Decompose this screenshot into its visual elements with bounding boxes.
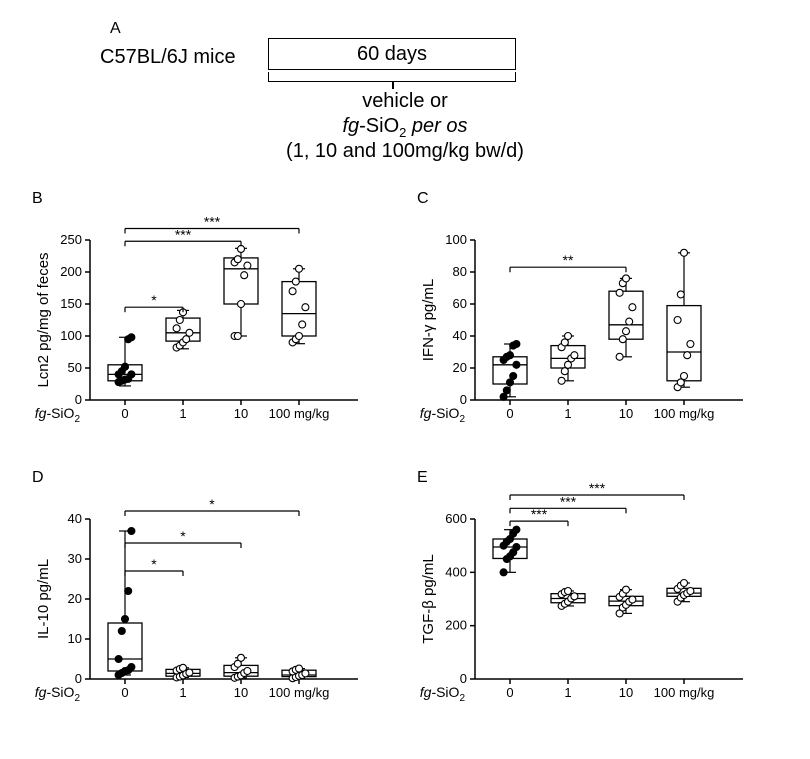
svg-text:10: 10 <box>234 406 248 421</box>
svg-text:*: * <box>180 528 186 544</box>
svg-text:600: 600 <box>445 511 467 526</box>
panel-a-label: A <box>110 20 121 38</box>
svg-text:100: 100 <box>445 232 467 247</box>
svg-text:100 mg/kg: 100 mg/kg <box>654 685 715 700</box>
svg-text:80: 80 <box>453 264 467 279</box>
svg-text:*: * <box>151 292 157 308</box>
svg-text:**: ** <box>563 252 574 268</box>
svg-text:10: 10 <box>619 406 633 421</box>
svg-text:fg-SiO2: fg-SiO2 <box>35 405 81 425</box>
svg-text:Lcn2 pg/mg of feces: Lcn2 pg/mg of feces <box>35 252 52 387</box>
chart-c-svg: 0 20 40 60 80 100 0 1 10 100 mg/kg fg-SiO2 ** IFN-γ … <box>415 190 780 455</box>
panel-a: A C57BL/6J mice 60 days vehicle or fg-Si… <box>30 20 780 140</box>
svg-text:0: 0 <box>121 406 128 421</box>
svg-text:1: 1 <box>179 685 186 700</box>
duration-box: 60 days <box>268 38 516 70</box>
svg-text:250: 250 <box>60 232 82 247</box>
svg-text:10: 10 <box>234 685 248 700</box>
svg-text:30: 30 <box>68 551 82 566</box>
chart-e: E 02004006000110100 mg/kgfg-SiO2********… <box>415 469 780 734</box>
svg-text:100 mg/kg: 100 mg/kg <box>654 406 715 421</box>
chart-c: C 0 20 40 60 80 100 0 1 10 100 mg/kg fg-SiO2 ** IFN-… <box>415 190 780 455</box>
svg-text:60: 60 <box>453 296 467 311</box>
svg-text:*: * <box>151 556 157 572</box>
svg-text:1: 1 <box>564 685 571 700</box>
svg-text:400: 400 <box>445 564 467 579</box>
chart-d: D 0 10 20 30 40 0 1 10 100 mg/kg fg-SiO2 * * * IL-10 … <box>30 469 395 734</box>
svg-text:fg-SiO2: fg-SiO2 <box>420 405 466 425</box>
svg-text:200: 200 <box>445 618 467 633</box>
bracket <box>268 72 516 82</box>
svg-text:0: 0 <box>460 392 467 407</box>
svg-text:fg-SiO2: fg-SiO2 <box>420 684 466 704</box>
svg-text:*: * <box>209 496 215 512</box>
svg-text:10: 10 <box>619 685 633 700</box>
treatment-line-3: (1, 10 and 100mg/kg bw/d) <box>30 140 780 163</box>
treatment-line-2: fg-SiO2 per os <box>30 115 780 140</box>
svg-text:100 mg/kg: 100 mg/kg <box>269 406 330 421</box>
svg-text:20: 20 <box>453 360 467 375</box>
svg-text:0: 0 <box>121 685 128 700</box>
svg-text:40: 40 <box>453 328 467 343</box>
svg-text:100 mg/kg: 100 mg/kg <box>269 685 330 700</box>
chart-b: B 0501001502002500110100 mg/kgfg-SiO2***… <box>30 190 395 455</box>
chart-b-svg: 0501001502002500110100 mg/kgfg-SiO2*****… <box>30 190 395 455</box>
svg-text:0: 0 <box>75 392 82 407</box>
svg-text:200: 200 <box>60 264 82 279</box>
svg-text:10: 10 <box>68 631 82 646</box>
panel-c-label: C <box>417 190 429 208</box>
svg-text:TGF-β pg/mL: TGF-β pg/mL <box>420 554 437 643</box>
svg-text:***: *** <box>589 480 606 496</box>
charts-grid: B 0501001502002500110100 mg/kgfg-SiO2***… <box>30 190 780 734</box>
panel-d-label: D <box>32 469 44 487</box>
panel-e-label: E <box>417 469 428 487</box>
svg-text:0: 0 <box>506 406 513 421</box>
svg-text:40: 40 <box>68 511 82 526</box>
mice-strain-label: C57BL/6J mice <box>100 46 236 69</box>
treatment-line-1: vehicle or <box>30 90 780 113</box>
svg-text:100: 100 <box>60 328 82 343</box>
svg-text:1: 1 <box>179 406 186 421</box>
svg-text:0: 0 <box>506 685 513 700</box>
svg-text:IL-10 pg/mL: IL-10 pg/mL <box>35 559 52 639</box>
chart-e-svg: 02004006000110100 mg/kgfg-SiO2*********T… <box>415 469 780 734</box>
svg-text:0: 0 <box>460 671 467 686</box>
svg-text:1: 1 <box>564 406 571 421</box>
chart-d-svg: 0 10 20 30 40 0 1 10 100 mg/kg fg-SiO2 * * * IL-10 pg… <box>30 469 395 734</box>
svg-text:20: 20 <box>68 591 82 606</box>
svg-text:0: 0 <box>75 671 82 686</box>
panel-b-label: B <box>32 190 43 208</box>
svg-text:fg-SiO2: fg-SiO2 <box>35 684 81 704</box>
svg-text:150: 150 <box>60 296 82 311</box>
svg-text:***: *** <box>204 213 221 229</box>
svg-text:***: *** <box>560 493 577 509</box>
svg-text:IFN-γ pg/mL: IFN-γ pg/mL <box>420 279 437 362</box>
svg-text:50: 50 <box>68 360 82 375</box>
